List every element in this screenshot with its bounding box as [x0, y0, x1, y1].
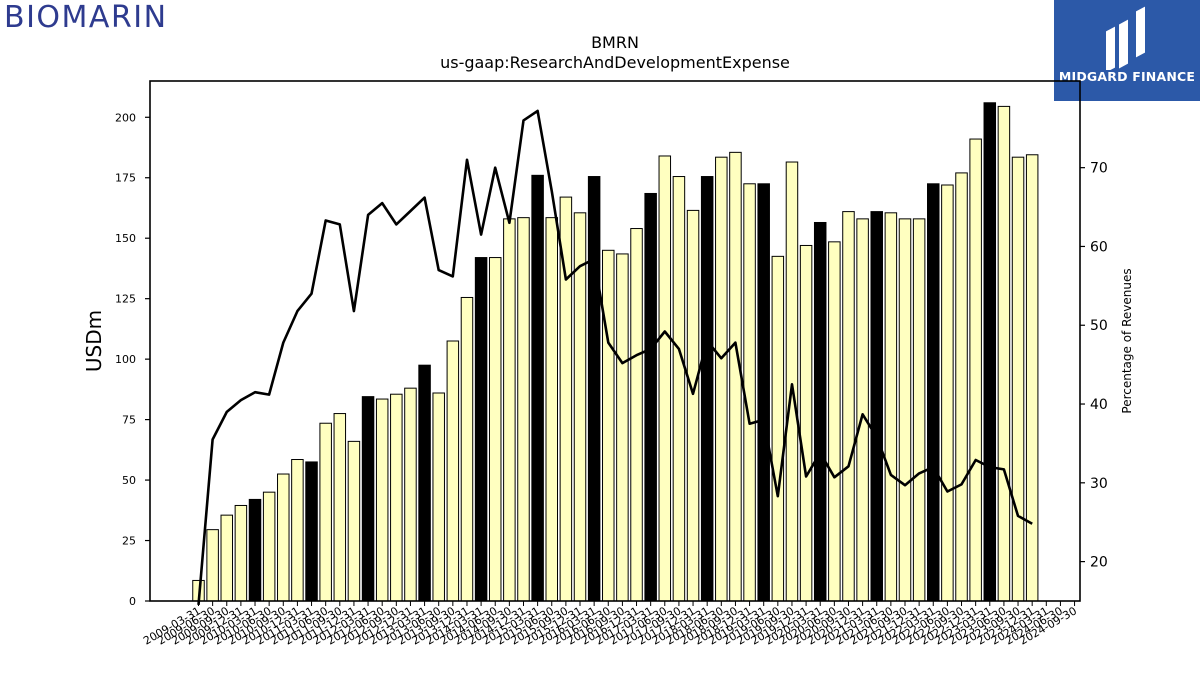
bar — [248, 498, 262, 602]
bar — [969, 138, 982, 602]
bar — [333, 413, 347, 602]
biomarin-logo: BIOMARIN — [4, 0, 214, 38]
bar — [418, 364, 431, 602]
bar — [799, 244, 813, 602]
bar — [234, 504, 248, 602]
bar — [743, 183, 756, 602]
percentage-line — [197, 109, 1033, 606]
bar — [912, 218, 926, 602]
bar — [587, 176, 601, 602]
bar — [361, 396, 375, 602]
line-series — [197, 109, 1033, 606]
bar — [757, 183, 770, 602]
x-axis: 2009-03-312009-06-302009-09-302009-12-31… — [141, 601, 1079, 648]
bar — [503, 218, 516, 602]
bar — [813, 221, 827, 602]
bar — [672, 176, 686, 602]
y-axis-label: USDm — [82, 310, 106, 372]
y-tick-label: 75 — [122, 414, 136, 427]
midgard-finance-logo: MIDGARD FINANCE — [1054, 0, 1200, 101]
bar — [291, 459, 304, 602]
bar — [432, 392, 445, 602]
y2-tick-label: 30 — [1090, 476, 1108, 492]
bar — [1025, 154, 1039, 602]
bar — [277, 473, 290, 602]
y2-axis-label: Percentage of Revenues — [1120, 268, 1134, 413]
bar — [842, 211, 855, 602]
y-tick-label: 50 — [122, 474, 136, 487]
y-tick-label: 125 — [115, 293, 136, 306]
bar — [644, 192, 657, 602]
bar — [997, 105, 1011, 602]
bar — [375, 398, 389, 602]
bar — [870, 211, 883, 602]
bar — [955, 172, 968, 602]
chart-title: BMRN — [591, 33, 639, 52]
bar — [545, 217, 558, 602]
bar — [220, 514, 234, 602]
y2-tick-label: 40 — [1090, 397, 1108, 413]
bar — [531, 174, 544, 602]
bar — [715, 156, 728, 602]
bar — [602, 249, 615, 602]
midgard-finance-text: MIDGARD FINANCE — [1058, 69, 1196, 84]
bar — [785, 161, 799, 602]
chart-subtitle: us-gaap:ResearchAndDevelopmentExpense — [440, 53, 790, 72]
bar — [517, 217, 530, 602]
bar — [884, 212, 898, 602]
bar — [616, 253, 629, 602]
y-axis-left: 0 25 50 75 100 125 150 175 200 — [115, 111, 150, 608]
bar — [927, 183, 940, 602]
bar — [305, 461, 318, 602]
bar — [262, 491, 276, 602]
y2-tick-label: 50 — [1090, 318, 1108, 334]
biomarin-logo-text: BIOMARIN — [4, 0, 168, 35]
y-tick-label: 0 — [129, 595, 136, 608]
bar — [983, 102, 997, 602]
bar — [404, 387, 417, 602]
bar — [898, 218, 912, 602]
y-tick-label: 175 — [115, 172, 136, 185]
bar — [446, 340, 460, 602]
bar — [828, 241, 841, 602]
bar — [729, 151, 742, 602]
bar — [1011, 156, 1025, 602]
bar — [771, 255, 785, 602]
bar — [488, 257, 502, 602]
y2-tick-label: 60 — [1090, 239, 1108, 255]
bar — [700, 176, 714, 602]
bar — [347, 440, 361, 602]
y-tick-label: 150 — [115, 232, 136, 245]
bar — [474, 257, 488, 602]
bar-series — [192, 102, 1039, 602]
plot-frame — [149, 80, 1081, 602]
y2-tick-label: 70 — [1090, 161, 1108, 177]
y-tick-label: 200 — [115, 111, 136, 124]
bar — [390, 393, 403, 602]
y-tick-label: 25 — [122, 535, 136, 548]
y2-tick-label: 20 — [1090, 555, 1108, 571]
bar — [630, 228, 643, 602]
bar — [319, 422, 332, 602]
bar — [206, 529, 219, 602]
y-tick-label: 100 — [115, 353, 136, 366]
bar — [686, 209, 700, 602]
y-axis-right: 20 30 40 50 60 70 — [1080, 161, 1108, 571]
bar — [941, 184, 954, 602]
bar — [658, 155, 672, 602]
bar — [460, 296, 474, 602]
midgard-mark-icon — [1106, 6, 1145, 73]
bar — [856, 218, 869, 602]
